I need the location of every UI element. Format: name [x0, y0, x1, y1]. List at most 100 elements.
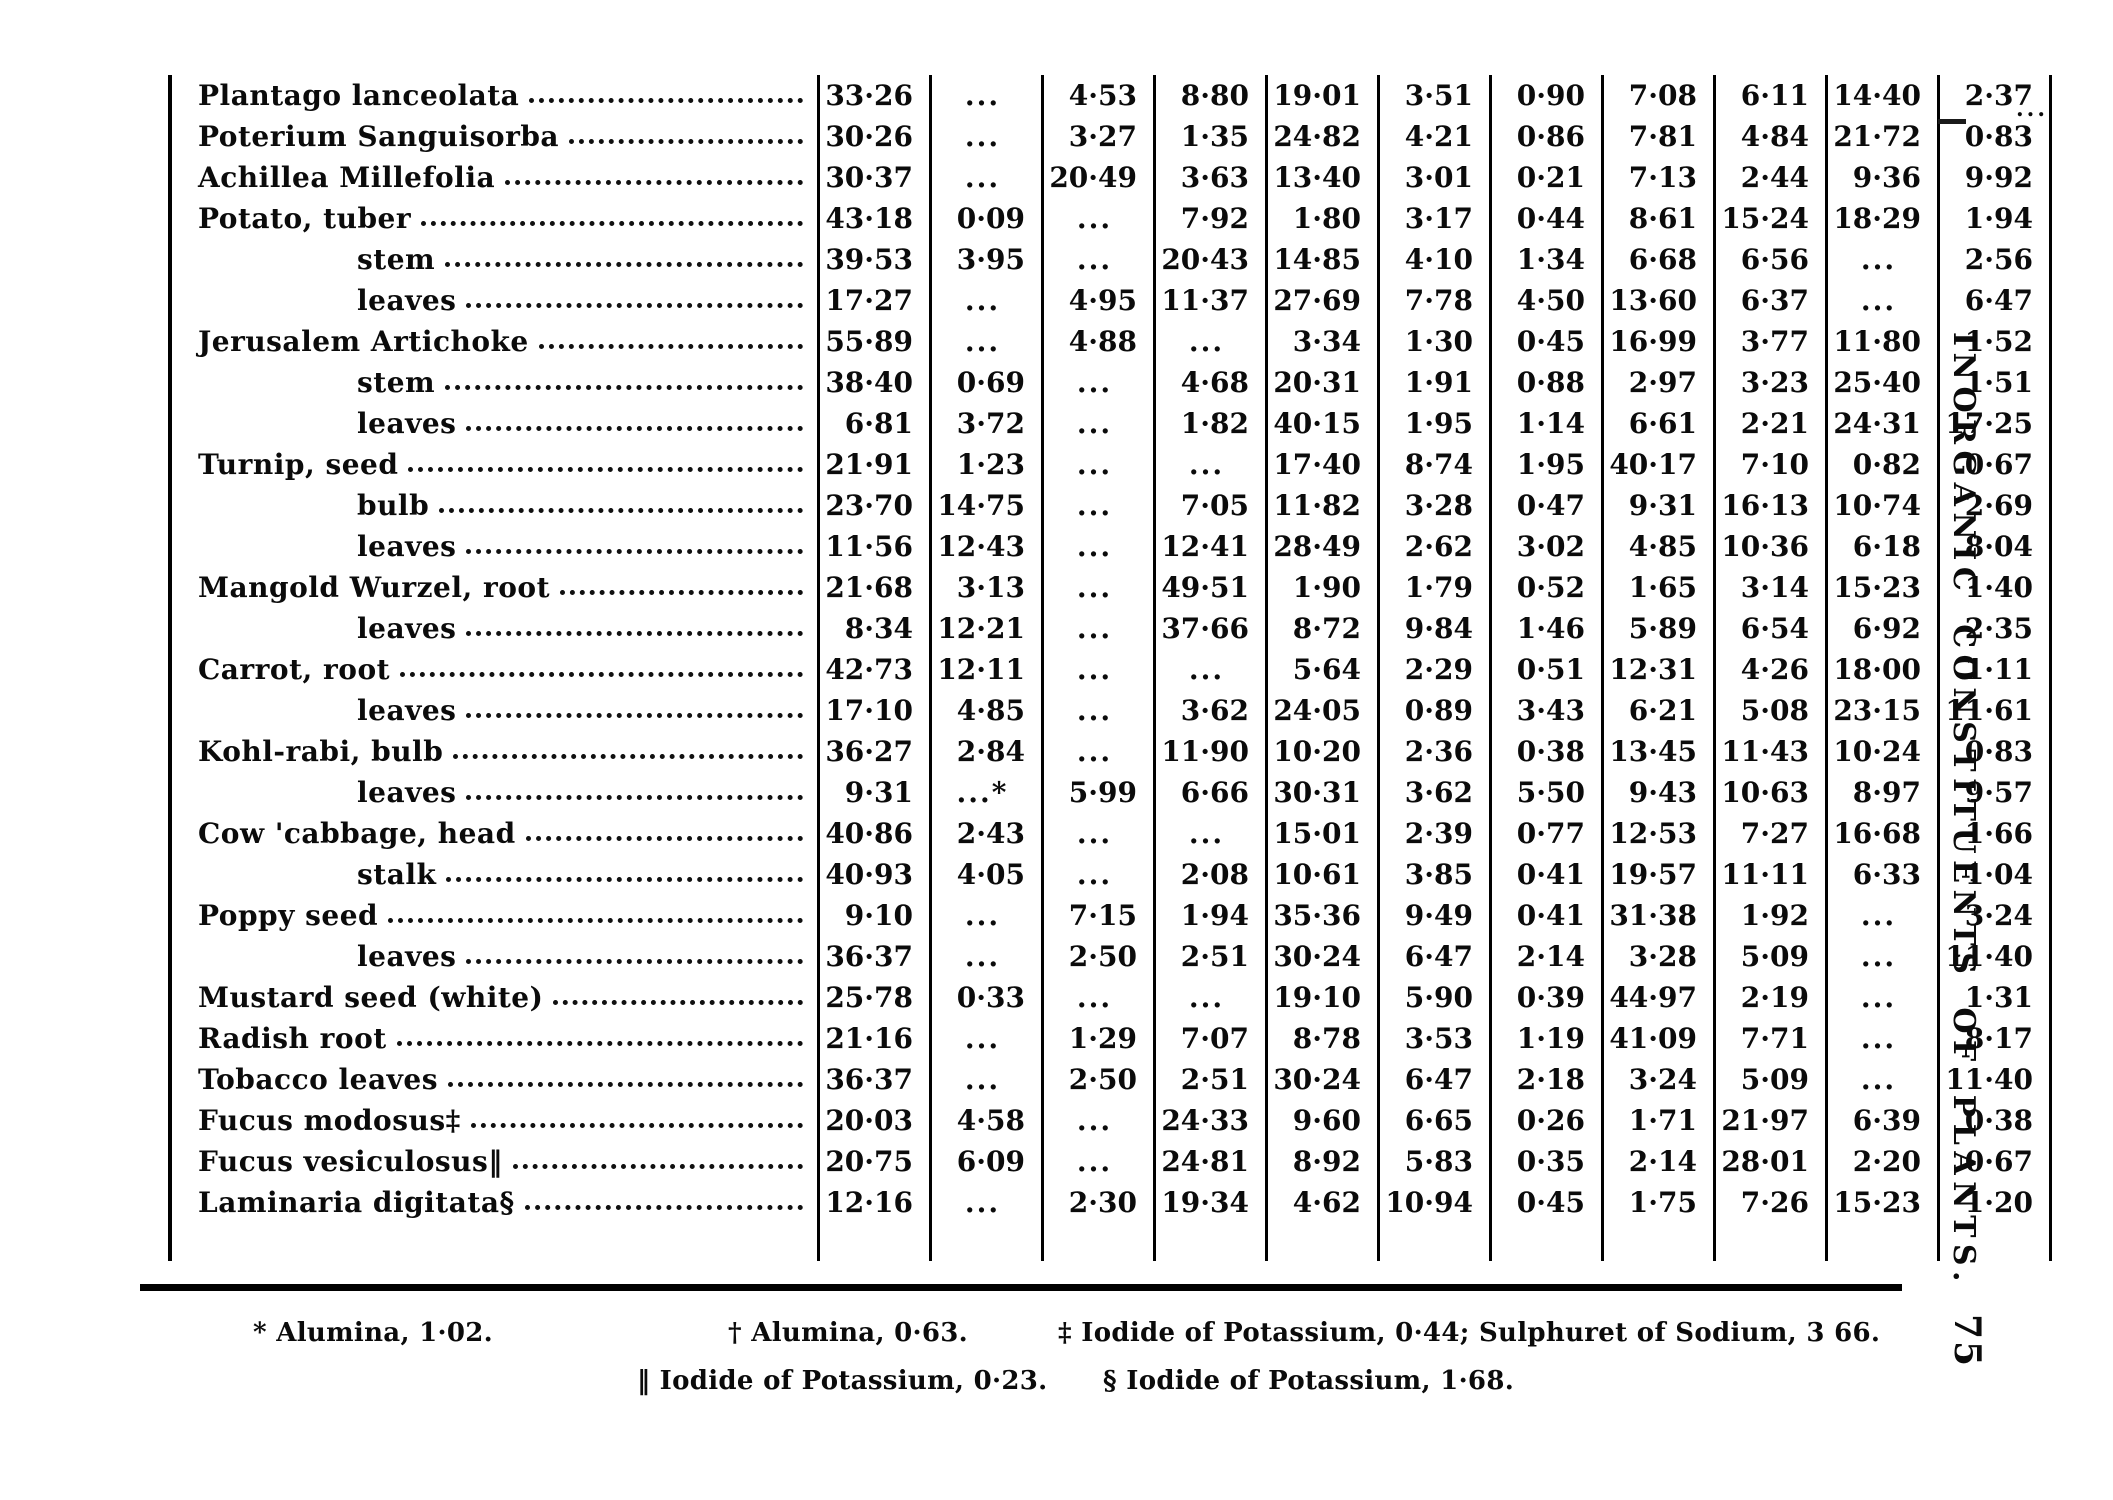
value-cell: 4·05: [929, 854, 1043, 895]
value-cell: 11·80: [1825, 321, 1939, 362]
value-cell: 3·17: [1377, 198, 1491, 239]
row-label: Kohl-rabi, bulb: [198, 735, 444, 768]
value-cell: 21·72: [1825, 116, 1939, 157]
row-label: leaves: [357, 284, 457, 317]
dot-leader: [512, 1164, 803, 1169]
value-cell: 15·23: [1825, 1182, 1939, 1223]
value-cell: ...: [1825, 895, 1939, 936]
value-cell: 1·94: [1937, 198, 2052, 239]
value-cell: 0·09: [929, 198, 1043, 239]
value-cell: 4·50: [1489, 280, 1603, 321]
running-head-vertical: INORGANIC CONSTITUENTS OF PLANTS.: [1946, 332, 1981, 1288]
value-cell: 4·85: [929, 690, 1043, 731]
value-cell: ...: [1041, 239, 1155, 280]
value-cell: 4·68: [1153, 362, 1267, 403]
value-cell: 24·05: [1265, 690, 1379, 731]
value-cell: ...: [1825, 1018, 1939, 1059]
table-row: leaves 8·34 12·21 ... 37·66 8·72 9·84 1·…: [168, 608, 2052, 649]
table-row: Mangold Wurzel, root 21·68 3·13 ... 49·5…: [168, 567, 2052, 608]
dot-leader: [445, 385, 803, 390]
value-cell: 7·26: [1713, 1182, 1827, 1223]
value-cell: 37·66: [1153, 608, 1267, 649]
value-cell: ...: [929, 157, 1043, 198]
table-row: stem 38·40 0·69 ... 4·68 20·31 1·91 0·88…: [168, 362, 2052, 403]
row-label-cell: Cow 'cabbage, head: [168, 813, 819, 854]
value-cell: ...: [1825, 977, 1939, 1018]
row-label: Poterium Sanguisorba: [198, 120, 560, 153]
value-cell: 6·18: [1825, 526, 1939, 567]
value-cell: 8·74: [1377, 444, 1491, 485]
value-cell: 11·40: [1937, 1059, 2052, 1100]
row-label-cell: Turnip, seed: [168, 444, 819, 485]
spacer-row: [168, 1223, 2052, 1261]
footnote-alumina-dagger: † Alumina, 0·63.: [728, 1318, 969, 1348]
value-cell: 1·46: [1489, 608, 1603, 649]
value-cell: ...: [1041, 690, 1155, 731]
value-cell: 2·21: [1713, 403, 1827, 444]
value-cell: 55·89: [817, 321, 931, 362]
value-cell: 7·15: [1041, 895, 1155, 936]
value-cell: 1·04: [1937, 854, 2052, 895]
value-cell: 5·09: [1713, 1059, 1827, 1100]
table-row: Fucus vesiculosus‖ 20·75 6·09 ... 24·81 …: [168, 1141, 2052, 1182]
row-label-cell: Potato, tuber: [168, 198, 819, 239]
value-cell: 0·67: [1937, 1141, 2052, 1182]
row-label: stalk: [357, 858, 437, 891]
table-row: Fucus modosus‡ 20·03 4·58 ... 24·33 9·60…: [168, 1100, 2052, 1141]
value-cell: ...: [1825, 239, 1939, 280]
value-cell: ...: [1041, 977, 1155, 1018]
value-cell: ...: [1153, 444, 1267, 485]
table-row: Turnip, seed 21·91 1·23 ... ... 17·40 8·…: [168, 444, 2052, 485]
row-label-cell: Tobacco leaves: [168, 1059, 819, 1100]
value-cell: 2·97: [1601, 362, 1715, 403]
value-cell: 1·92: [1713, 895, 1827, 936]
value-cell: 0·41: [1489, 854, 1603, 895]
value-cell: 12·41: [1153, 526, 1267, 567]
value-cell: 4·21: [1377, 116, 1491, 157]
row-label-cell: Radish root: [168, 1018, 819, 1059]
value-cell: 2·14: [1489, 936, 1603, 977]
value-cell: 30·24: [1265, 936, 1379, 977]
value-cell: 8·78: [1265, 1018, 1379, 1059]
value-cell: 36·27: [817, 731, 931, 772]
value-cell: 6·47: [1937, 280, 2052, 321]
value-cell: 0·41: [1489, 895, 1603, 936]
value-cell: 28·49: [1265, 526, 1379, 567]
value-cell: 1·34: [1489, 239, 1603, 280]
value-cell: ...: [1041, 649, 1155, 690]
row-label-cell: stalk: [168, 854, 819, 895]
value-cell: 1·31: [1937, 977, 2052, 1018]
value-cell: 10·74: [1825, 485, 1939, 526]
value-cell: 25·40: [1825, 362, 1939, 403]
table-row: Mustard seed (white) 25·78 0·33 ... ... …: [168, 977, 2052, 1018]
value-cell: 1·19: [1489, 1018, 1603, 1059]
dot-leader: [505, 180, 803, 185]
value-cell: 19·01: [1265, 75, 1379, 116]
value-cell: 2·29: [1377, 649, 1491, 690]
value-cell: 0·77: [1489, 813, 1603, 854]
value-cell: 2·30: [1041, 1182, 1155, 1223]
value-cell: 11·11: [1713, 854, 1827, 895]
value-cell: ...: [1041, 362, 1155, 403]
value-cell: 8·72: [1265, 608, 1379, 649]
value-cell: 3·28: [1377, 485, 1491, 526]
value-cell: 3·24: [1601, 1059, 1715, 1100]
value-cell: 2·51: [1153, 936, 1267, 977]
value-cell: 20·49: [1041, 157, 1155, 198]
value-cell: 0·90: [1489, 75, 1603, 116]
value-cell: 44·97: [1601, 977, 1715, 1018]
value-cell: 20·31: [1265, 362, 1379, 403]
value-cell: 6·09: [929, 1141, 1043, 1182]
value-cell: ...: [929, 75, 1043, 116]
value-cell: 8·34: [817, 608, 931, 649]
value-cell: 1·23: [929, 444, 1043, 485]
table-row: Plantago lanceolata 33·26 ... 4·53 8·80 …: [168, 75, 2052, 116]
value-cell: 2·43: [929, 813, 1043, 854]
row-label-cell: leaves: [168, 608, 819, 649]
value-cell: ...: [1041, 813, 1155, 854]
value-cell: 5·83: [1377, 1141, 1491, 1182]
value-cell: 2·50: [1041, 936, 1155, 977]
row-label: stem: [357, 366, 436, 399]
value-cell: 33·26: [817, 75, 931, 116]
row-label-cell: Kohl-rabi, bulb: [168, 731, 819, 772]
